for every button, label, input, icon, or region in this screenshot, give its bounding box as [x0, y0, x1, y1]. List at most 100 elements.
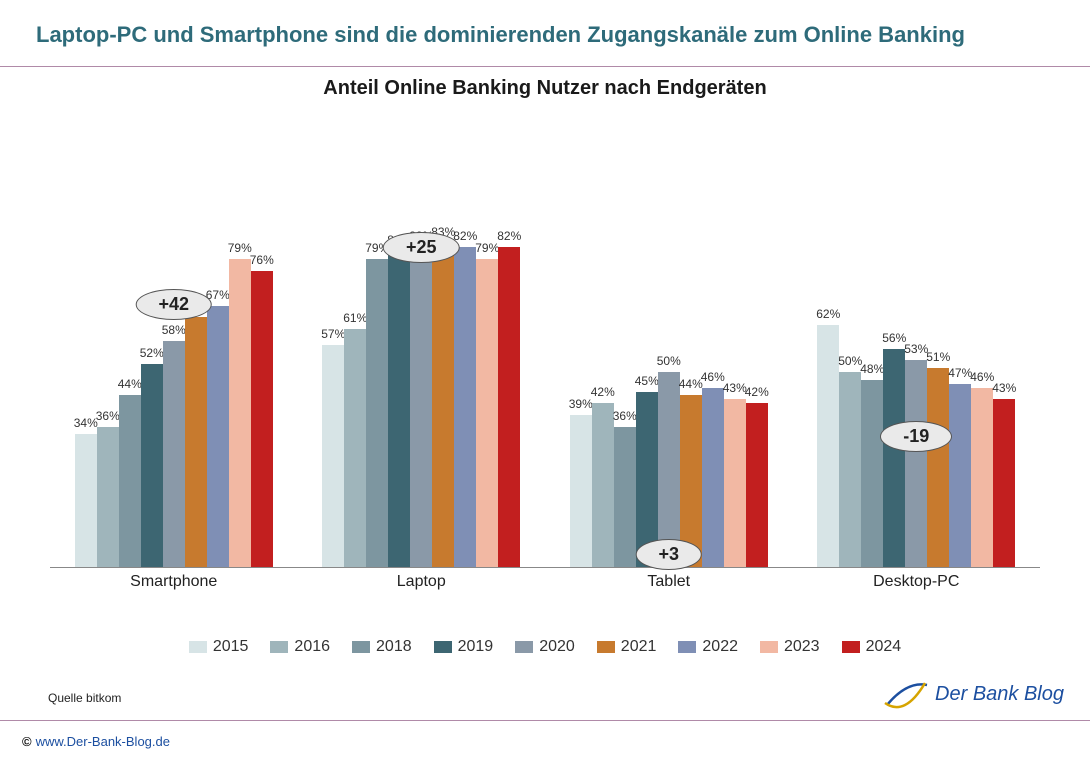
bar-value-label: 76% [250, 253, 274, 267]
brand-logo: Der Bank Blog [883, 671, 1064, 717]
bar-value-label: 48% [860, 362, 884, 376]
legend-label: 2021 [621, 638, 657, 656]
bar-value-label: 39% [569, 397, 593, 411]
bar: 46% [702, 388, 724, 567]
bar: 42% [746, 403, 768, 567]
bar-value-label: 46% [701, 370, 725, 384]
legend-label: 2023 [784, 638, 820, 656]
source-label: Quelle bitkom [48, 691, 121, 705]
bar-value-label: 57% [321, 327, 345, 341]
bar-value-label: 44% [118, 377, 142, 391]
bar: 82% [498, 247, 520, 567]
bar-value-label: 34% [74, 416, 98, 430]
bar-value-label: 50% [838, 354, 862, 368]
bar: 76% [251, 271, 273, 567]
legend-swatch [434, 641, 452, 653]
bar: 81% [388, 251, 410, 567]
bar: 36% [614, 427, 636, 567]
bar-value-label: 43% [723, 381, 747, 395]
legend-swatch [352, 641, 370, 653]
bar: 44% [119, 395, 141, 567]
bar-value-label: 45% [635, 374, 659, 388]
bar: 34% [75, 434, 97, 567]
bar: 46% [971, 388, 993, 567]
legend-swatch [597, 641, 615, 653]
bar: 51% [927, 368, 949, 567]
bar-value-label: 79% [228, 241, 252, 255]
bar: 61% [344, 329, 366, 567]
bar-value-label: 36% [96, 409, 120, 423]
legend-swatch [842, 641, 860, 653]
legend-item: 2021 [597, 638, 657, 656]
copyright-url: www.Der-Bank-Blog.de [36, 734, 170, 749]
bar-value-label: 79% [475, 241, 499, 255]
legend-label: 2024 [866, 638, 902, 656]
bar-value-label: 52% [140, 346, 164, 360]
bar-value-label: 46% [970, 370, 994, 384]
bar-value-label: 36% [613, 409, 637, 423]
legend-swatch [515, 641, 533, 653]
bar-value-label: 58% [162, 323, 186, 337]
bar-value-label: 47% [948, 366, 972, 380]
bar-value-label: 50% [657, 354, 681, 368]
bar: 48% [861, 380, 883, 567]
bar: 52% [141, 364, 163, 567]
bar: 53% [905, 360, 927, 567]
bar: 67% [207, 306, 229, 567]
legend-swatch [189, 641, 207, 653]
legend-item: 2018 [352, 638, 412, 656]
logo-text: Der Bank Blog [935, 683, 1064, 706]
bar: 36% [97, 427, 119, 567]
legend-swatch [270, 641, 288, 653]
bar: 64% [185, 317, 207, 567]
bar-group: 34%36%44%52%58%64%67%79%76%Smartphone+42 [75, 259, 273, 567]
bar: 79% [229, 259, 251, 567]
category-label: Tablet [647, 573, 690, 591]
bar: 79% [476, 259, 498, 567]
delta-badge: +42 [135, 289, 212, 320]
bar: 43% [724, 399, 746, 567]
plot-area: 34%36%44%52%58%64%67%79%76%Smartphone+42… [50, 178, 1040, 568]
legend: 2015 2016 2018 2019 2020 2021 2022 2023 2024 [0, 638, 1090, 656]
bar: 57% [322, 345, 344, 567]
bar-value-label: 44% [679, 377, 703, 391]
category-label: Desktop-PC [873, 573, 959, 591]
bar-value-label: 62% [816, 307, 840, 321]
legend-item: 2022 [678, 638, 738, 656]
category-label: Laptop [397, 573, 446, 591]
bar: 43% [993, 399, 1015, 567]
legend-item: 2020 [515, 638, 575, 656]
bar-value-label: 82% [497, 229, 521, 243]
legend-item: 2015 [189, 638, 249, 656]
bar-value-label: 56% [882, 331, 906, 345]
bar-value-label: 42% [745, 385, 769, 399]
bar: 42% [592, 403, 614, 567]
page-title: Laptop-PC und Smartphone sind die domini… [0, 0, 1090, 48]
legend-label: 2020 [539, 638, 575, 656]
legend-label: 2015 [213, 638, 249, 656]
delta-badge: +25 [383, 232, 460, 263]
delta-badge: -19 [880, 421, 952, 452]
bar: 82% [410, 247, 432, 567]
legend-label: 2022 [702, 638, 738, 656]
bar: 39% [570, 415, 592, 567]
bar: 50% [658, 372, 680, 567]
bar-group: 57%61%79%81%82%83%82%79%82%Laptop+25 [322, 243, 520, 567]
copyright: ©www.Der-Bank-Blog.de [22, 734, 170, 749]
bar: 62% [817, 325, 839, 567]
bar-value-label: 53% [904, 342, 928, 356]
bar-value-label: 42% [591, 385, 615, 399]
legend-swatch [760, 641, 778, 653]
bar: 79% [366, 259, 388, 567]
bar: 50% [839, 372, 861, 567]
bar: 58% [163, 341, 185, 567]
legend-item: 2023 [760, 638, 820, 656]
bar: 47% [949, 384, 971, 567]
legend-swatch [678, 641, 696, 653]
legend-item: 2016 [270, 638, 330, 656]
delta-badge: +3 [635, 539, 702, 570]
divider-bottom [0, 720, 1090, 721]
legend-item: 2024 [842, 638, 902, 656]
bar: 83% [432, 243, 454, 567]
legend-label: 2019 [458, 638, 494, 656]
